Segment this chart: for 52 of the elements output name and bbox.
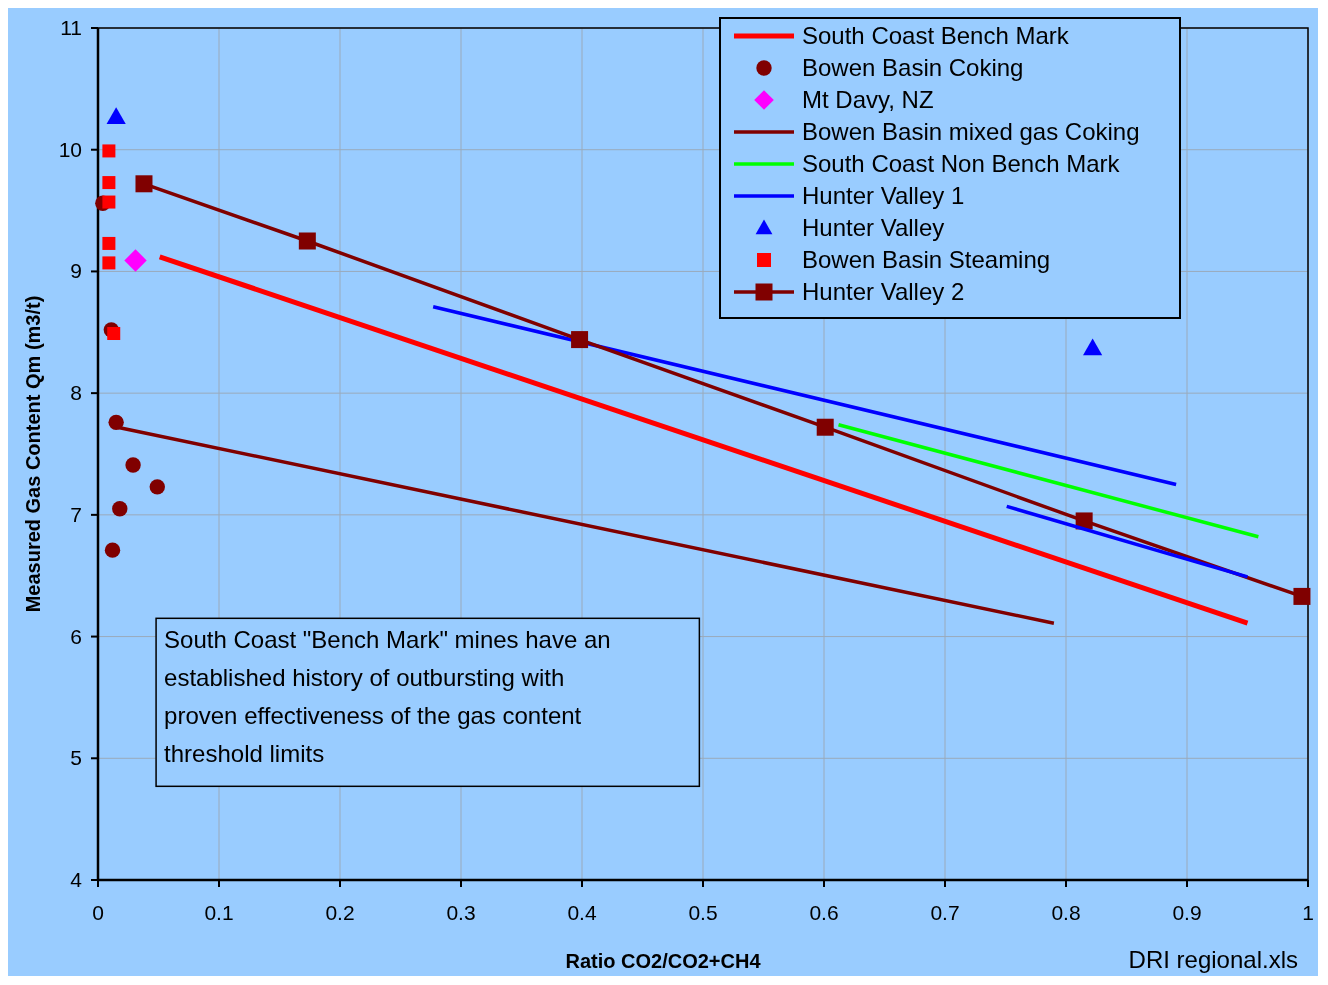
x-tick-label: 0.6	[809, 901, 839, 924]
point	[108, 414, 124, 431]
y-tick-label: 5	[70, 746, 82, 770]
legend-label: Hunter Valley 2	[802, 278, 965, 305]
text-box: South Coast "Bench Mark" mines have an established history of outbursting with proven effectiveness of the gas content threshold limits	[155, 617, 701, 788]
point	[102, 236, 116, 250]
x-tick-label: 0.4	[567, 901, 597, 924]
point	[104, 542, 121, 558]
legend-label: South Coast Non Bench Mark	[802, 150, 1121, 177]
point	[107, 327, 121, 340]
x-tick-label: 0.9	[1172, 901, 1202, 924]
text: DRI regional.xls	[1128, 946, 1298, 973]
x-tick-label: 0.5	[688, 901, 718, 924]
point	[298, 232, 316, 250]
point	[102, 195, 116, 209]
point	[102, 176, 116, 190]
point	[102, 256, 116, 270]
point	[1083, 338, 1103, 356]
legend-label: Bowen Basin Steaming	[802, 246, 1051, 273]
point	[149, 479, 165, 495]
point	[571, 331, 589, 349]
x-axis-title: Ratio CO2/CO2+CH4	[565, 950, 762, 972]
y-tick-label: 6	[70, 624, 82, 648]
point	[124, 249, 147, 272]
y-axis-title: Measured Gas Content Qm (m3/t)	[22, 295, 44, 613]
legend-label: Bowen Basin Coking	[802, 54, 1024, 81]
x-tick-label: 1	[1302, 901, 1314, 924]
point	[816, 418, 834, 436]
legend-label: Mt Davy, NZ	[802, 86, 934, 113]
point	[102, 144, 116, 158]
y-tick-label: 7	[70, 502, 82, 526]
legend-label: Hunter Valley 1	[802, 182, 965, 209]
y-tick-label: 9	[70, 259, 82, 283]
x-tick-label: 0.2	[325, 901, 355, 924]
point	[1293, 587, 1311, 605]
y-tick-label: 10	[58, 137, 82, 161]
point	[106, 107, 126, 125]
y-tick-label: 4	[70, 868, 83, 891]
x-tick-label: 0.8	[1051, 901, 1081, 924]
annotation: South Coast "Bench Mark" mines have an established history of outbursting with proven effectiveness of the gas content threshold limits	[164, 626, 611, 768]
point	[125, 457, 141, 473]
y-tick-label: 8	[70, 381, 82, 405]
x-tick-label: 0.7	[930, 901, 960, 924]
legend-label: South Coast Bench Mark	[802, 22, 1070, 49]
y-tick-label: 11	[60, 16, 82, 39]
x-tick-label: 0.1	[204, 901, 234, 924]
point	[135, 175, 153, 193]
point	[112, 501, 128, 517]
x-tick-label: 0	[92, 901, 104, 924]
x-tick-label: 0.3	[446, 901, 476, 924]
legend-label: Hunter Valley	[802, 214, 945, 241]
legend-label: Bowen Basin mixed gas Coking	[802, 118, 1140, 145]
